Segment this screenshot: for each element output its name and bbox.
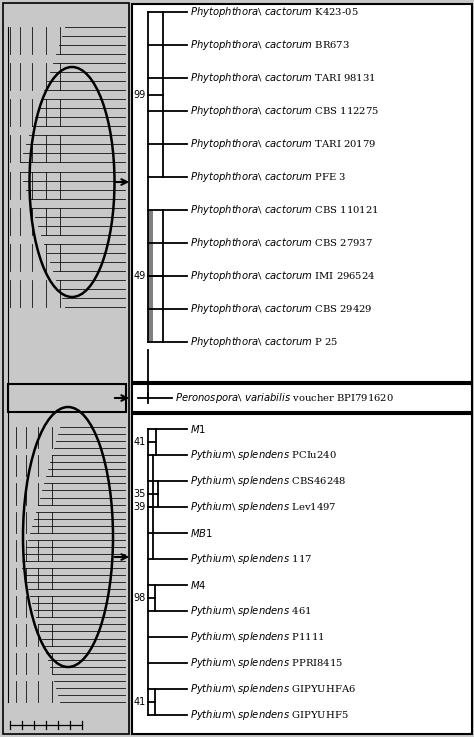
Text: 98: 98	[134, 593, 146, 603]
Bar	[3, 3, 129, 734]
Text: $\it{Phytophthora}$\ $\it{cactorum}$ IMI 296524: $\it{Phytophthora}$\ $\it{cactorum}$ IMI…	[190, 269, 376, 283]
Text: $\it{MB1}$: $\it{MB1}$	[190, 527, 213, 539]
Text: $\it{Pythium}$\ $\it{splendens}$ CBS46248: $\it{Pythium}$\ $\it{splendens}$ CBS4624…	[190, 474, 346, 488]
Text: $\it{Pythium}$\ $\it{splendens}$ PCIu240: $\it{Pythium}$\ $\it{splendens}$ PCIu240	[190, 448, 337, 462]
Text: 41: 41	[134, 437, 146, 447]
Bar	[132, 4, 472, 382]
Text: $\it{Phytophthora}$\ $\it{cactorum}$ CBS 112275: $\it{Phytophthora}$\ $\it{cactorum}$ CBS…	[190, 104, 379, 118]
Text: $\it{Pythium}$\ $\it{splendens}$ P1111: $\it{Pythium}$\ $\it{splendens}$ P1111	[190, 630, 325, 644]
Text: $\it{Phytophthora}$\ $\it{cactorum}$ CBS 110121: $\it{Phytophthora}$\ $\it{cactorum}$ CBS…	[190, 203, 379, 217]
Bar	[132, 414, 472, 734]
Text: 99: 99	[134, 89, 146, 99]
Text: 39: 39	[134, 502, 146, 512]
Text: $\it{Phytophthora}$\ $\it{cactorum}$ P 25: $\it{Phytophthora}$\ $\it{cactorum}$ P 2…	[190, 335, 338, 349]
Text: $\it{Peronospora}$\ $\it{variabilis}$ voucher BPI791620: $\it{Peronospora}$\ $\it{variabilis}$ vo…	[175, 391, 394, 405]
Text: $\it{Pythium}$\ $\it{splendens}$ PPRI8415: $\it{Pythium}$\ $\it{splendens}$ PPRI841…	[190, 656, 343, 670]
Text: $\it{Phytophthora}$\ $\it{cactorum}$ BR673: $\it{Phytophthora}$\ $\it{cactorum}$ BR6…	[190, 38, 350, 52]
Text: $\it{Phytophthora}$\ $\it{cactorum}$ PFE 3: $\it{Phytophthora}$\ $\it{cactorum}$ PFE…	[190, 170, 346, 184]
Text: 35: 35	[134, 489, 146, 499]
Text: $\it{Phytophthora}$\ $\it{cactorum}$ CBS 27937: $\it{Phytophthora}$\ $\it{cactorum}$ CBS…	[190, 236, 373, 250]
Bar	[132, 384, 472, 412]
Text: 41: 41	[134, 697, 146, 707]
Text: $\it{M4}$: $\it{M4}$	[190, 579, 206, 591]
Text: $\it{Pythium}$\ $\it{splendens}$ 117: $\it{Pythium}$\ $\it{splendens}$ 117	[190, 552, 312, 566]
Bar	[148, 210, 153, 342]
Text: $\it{Phytophthora}$\ $\it{cactorum}$ K423-05: $\it{Phytophthora}$\ $\it{cactorum}$ K42…	[190, 5, 358, 19]
Text: $\it{M1}$: $\it{M1}$	[190, 423, 206, 435]
Text: $\it{Pythium}$\ $\it{splendens}$ 461: $\it{Pythium}$\ $\it{splendens}$ 461	[190, 604, 311, 618]
Text: $\it{Phytophthora}$\ $\it{cactorum}$ TARI 98131: $\it{Phytophthora}$\ $\it{cactorum}$ TAR…	[190, 71, 376, 85]
Bar	[8, 384, 126, 412]
Text: 49: 49	[134, 271, 146, 281]
Text: $\it{Pythium}$\ $\it{splendens}$ GIPYUHF5: $\it{Pythium}$\ $\it{splendens}$ GIPYUHF…	[190, 708, 348, 722]
Text: $\it{Pythium}$\ $\it{splendens}$ Lev1497: $\it{Pythium}$\ $\it{splendens}$ Lev1497	[190, 500, 337, 514]
Text: $\it{Pythium}$\ $\it{splendens}$ GIPYUHFA6: $\it{Pythium}$\ $\it{splendens}$ GIPYUHF…	[190, 682, 356, 696]
Text: $\it{Phytophthora}$\ $\it{cactorum}$ CBS 29429: $\it{Phytophthora}$\ $\it{cactorum}$ CBS…	[190, 302, 373, 316]
Text: $\it{Phytophthora}$\ $\it{cactorum}$ TARI 20179: $\it{Phytophthora}$\ $\it{cactorum}$ TAR…	[190, 137, 376, 151]
